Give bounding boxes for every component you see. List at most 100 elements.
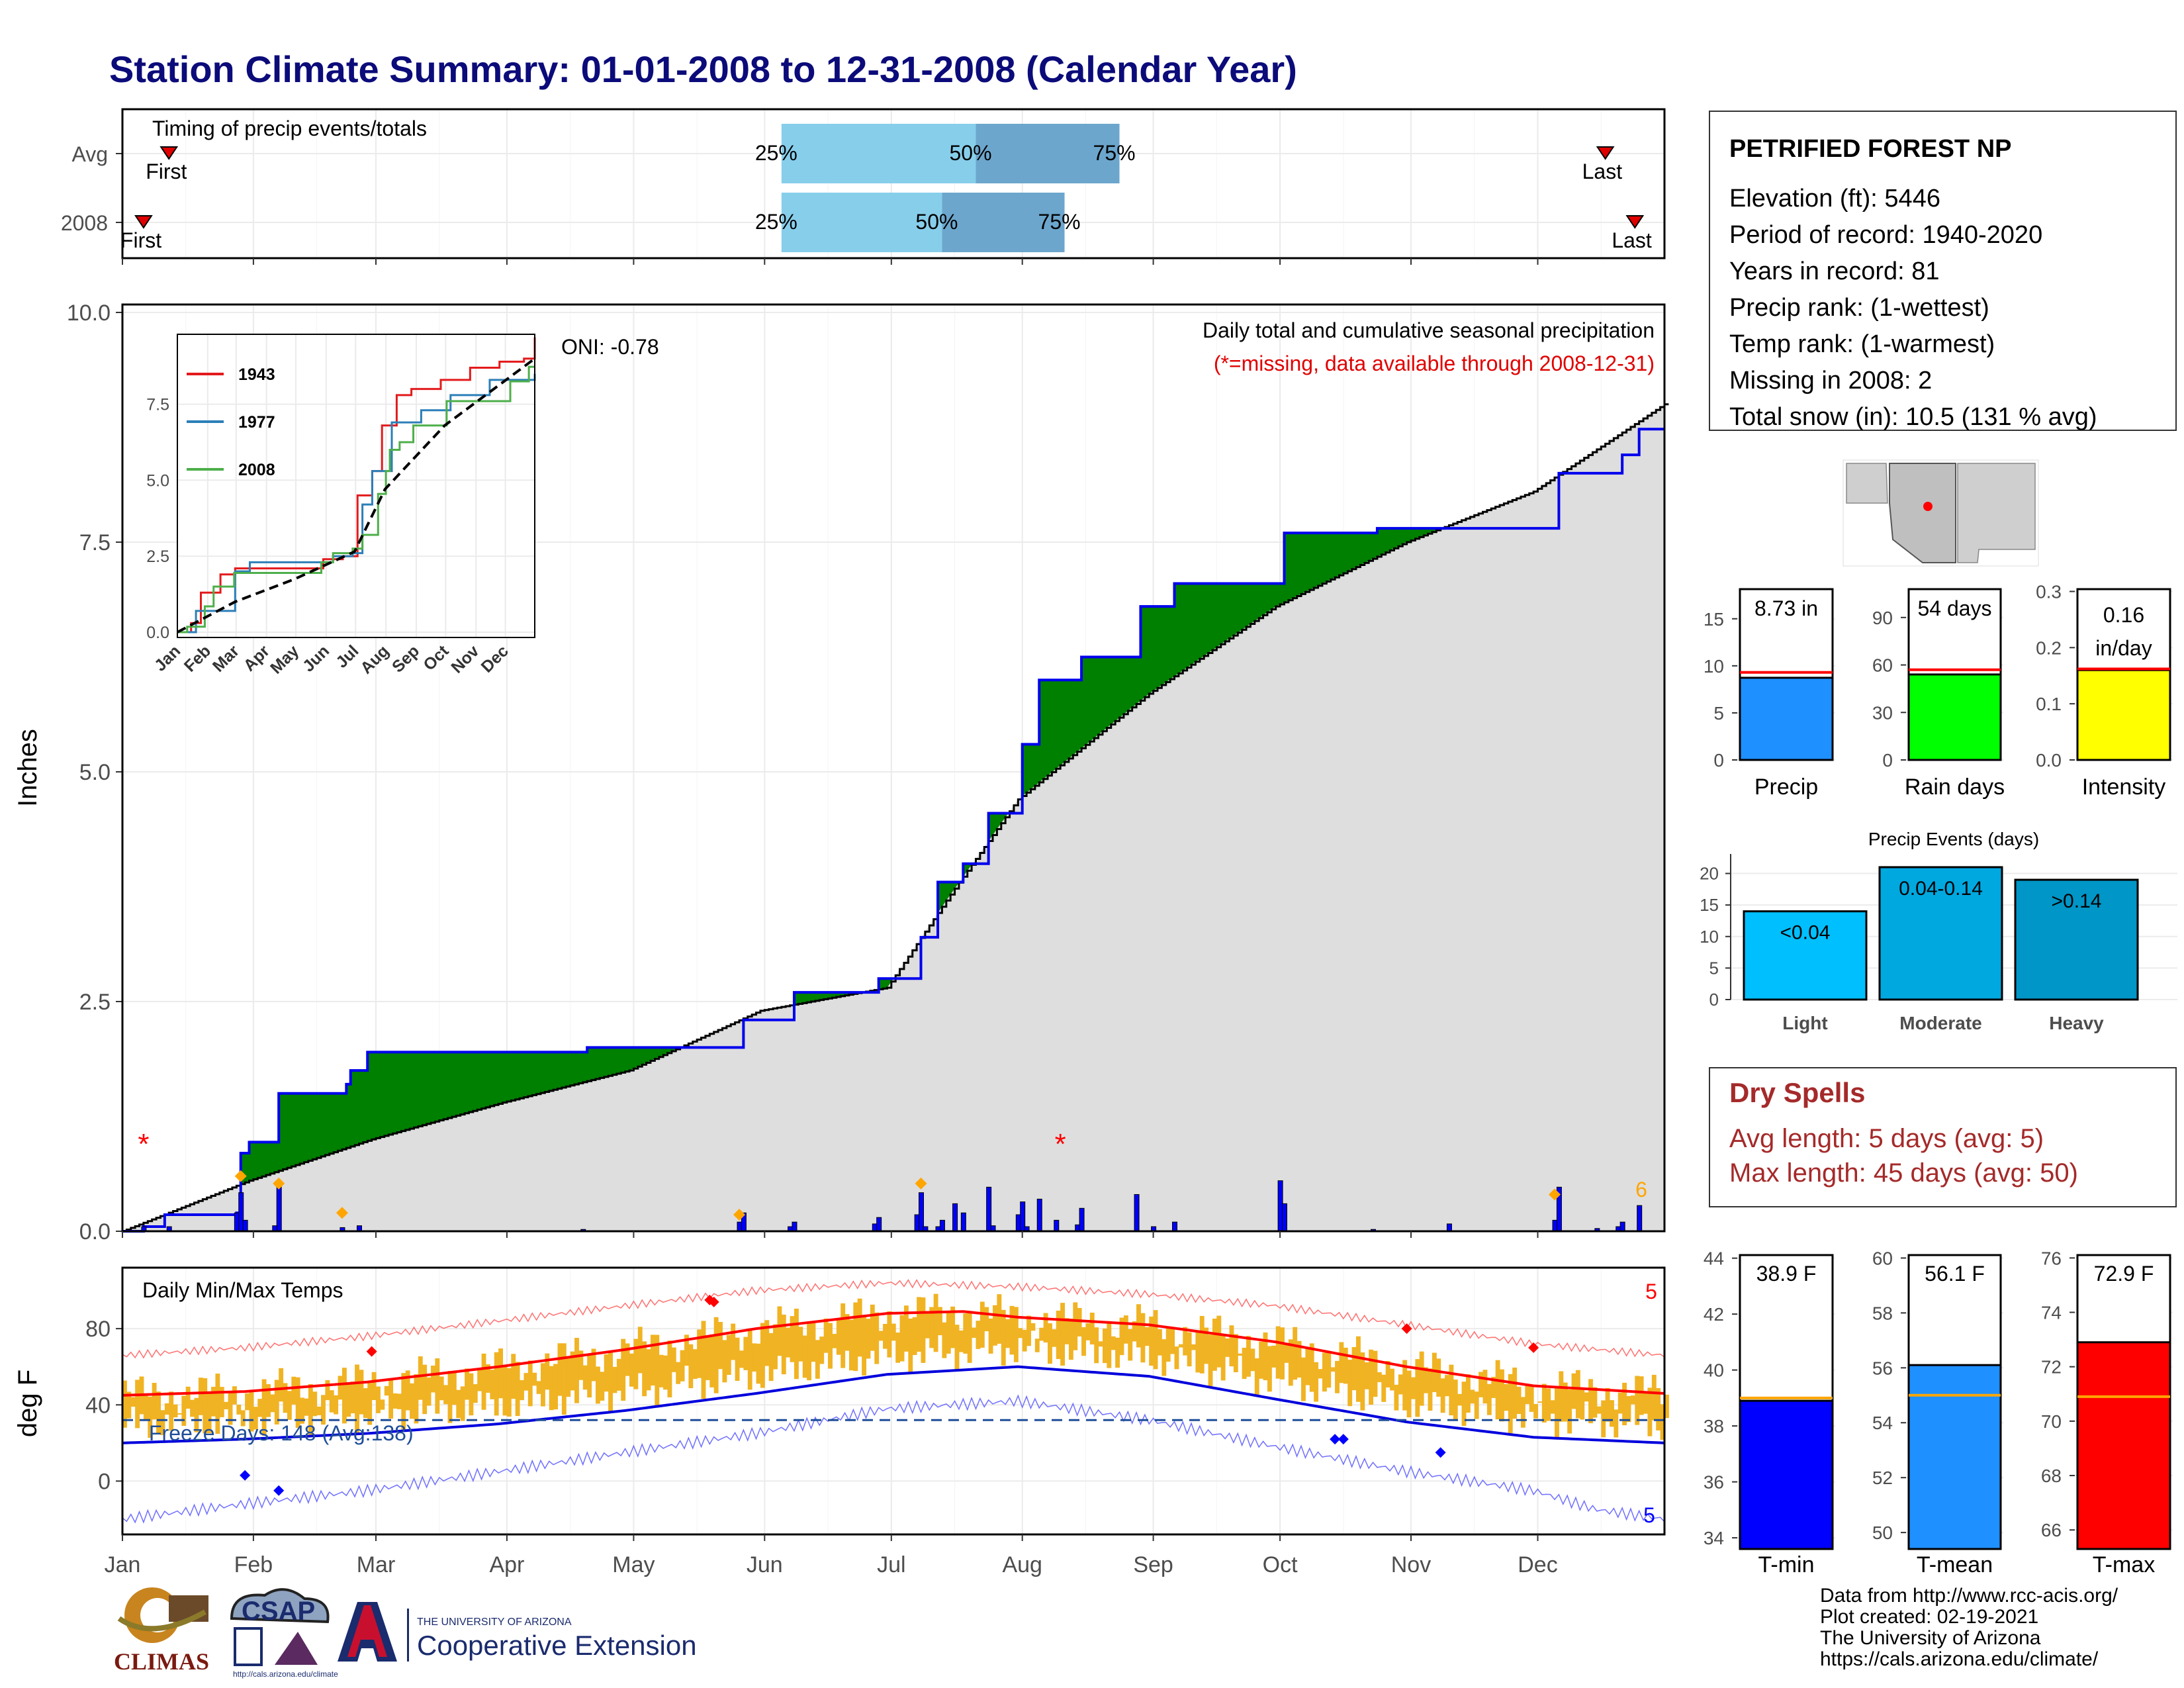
daily-temp-bar: [1119, 1317, 1124, 1356]
daily-temp-bar: [1470, 1389, 1475, 1404]
anomaly-fill: [1081, 657, 1087, 749]
daily-temp-bar: [1043, 1313, 1048, 1343]
temp-bar-value: [1739, 1399, 1834, 1550]
daily-temp-bar: [1356, 1336, 1361, 1402]
anomaly-fill: [1428, 528, 1433, 534]
daily-temp-bar: [625, 1343, 630, 1376]
anomaly-fill: [1288, 533, 1293, 600]
daily-temp-bar: [295, 1377, 300, 1428]
anomaly-fill: [1385, 528, 1390, 553]
daily-temp-bar: [219, 1387, 224, 1417]
daily-temp-bar: [346, 1382, 351, 1417]
location-map: [1843, 459, 2039, 567]
x-tick-label: Sep: [1133, 1552, 1173, 1577]
daily-temp-bar: [520, 1380, 524, 1401]
anomaly-fill: [1178, 583, 1183, 674]
daily-temp-bar: [1288, 1339, 1293, 1386]
daily-temp-bar: [667, 1340, 672, 1397]
daily-temp-bar: [1364, 1362, 1369, 1389]
anomaly-fill: [388, 1052, 394, 1135]
daily-temp-bar: [1610, 1400, 1614, 1427]
daily-temp-bar: [304, 1398, 309, 1416]
anomaly-fill: [392, 1052, 398, 1134]
daily-temp-bar: [1432, 1352, 1437, 1392]
y-tick-label: 0: [1709, 990, 1719, 1009]
anomaly-fill: [887, 978, 892, 988]
timing-panel-border: [121, 108, 1666, 259]
anomaly-fill: [443, 1052, 449, 1119]
daily-temp-bar: [1183, 1327, 1188, 1356]
anomaly-fill: [1077, 680, 1082, 752]
daily-temp-bar: [1140, 1313, 1146, 1363]
daily-temp-bar: [1123, 1315, 1128, 1344]
timing-p75-label: 75%: [1038, 210, 1081, 234]
daily-temp-bar: [130, 1397, 136, 1407]
credit-line: https://cals.arizona.edu/climate/: [1820, 1648, 2099, 1670]
station-name: PETRIFIED FOREST NP: [1729, 135, 2011, 163]
daily-temp-bar: [1512, 1367, 1518, 1419]
y-tick-label: 0.2: [2036, 637, 2062, 658]
daily-temp-bar: [1048, 1323, 1052, 1364]
daily-temp-bar: [549, 1366, 554, 1411]
daily-temp-bar: [418, 1356, 423, 1400]
daily-temp-bar: [126, 1391, 132, 1419]
anomaly-fill: [350, 1070, 355, 1147]
station-info-line: Missing in 2008: 2: [1729, 367, 1932, 395]
daily-temp-bar: [1077, 1307, 1082, 1336]
anomaly-fill: [249, 1142, 254, 1181]
summary-bar-value-text: 54 days: [1917, 596, 1991, 620]
anomaly-fill: [1424, 528, 1429, 536]
temp-bar-value-text: 38.9 F: [1756, 1262, 1817, 1286]
anomaly-fill: [1381, 528, 1387, 555]
average-max-line: [122, 1310, 1665, 1397]
daily-temp-bar: [384, 1385, 389, 1396]
anomaly-fill: [1410, 528, 1416, 541]
daily-temp-bar: [1596, 1406, 1602, 1414]
anomaly-fill: [642, 1047, 647, 1065]
daily-temp-bar: [621, 1338, 626, 1401]
daily-temp-bar: [465, 1368, 469, 1400]
daily-temp-bar: [401, 1373, 406, 1430]
daily-temp-bar: [341, 1368, 347, 1424]
daily-temp-bar: [1410, 1377, 1416, 1399]
daily-temp-bar: [1537, 1401, 1543, 1403]
daily-temp-bar: [574, 1338, 579, 1403]
daily-temp-bar: [1343, 1347, 1348, 1384]
daily-temp-bar: [1174, 1346, 1179, 1370]
daily-temp-bar: [515, 1362, 520, 1417]
anomaly-fill: [502, 1052, 508, 1103]
anomaly-fill: [1073, 680, 1078, 755]
anomaly-fill: [1263, 583, 1268, 616]
daily-temp-bar: [1030, 1323, 1036, 1331]
daily-temp-bar: [862, 1317, 867, 1376]
record-high-marker: [366, 1346, 377, 1357]
daily-temp-bar: [380, 1399, 385, 1410]
daily-temp-bar: [764, 1320, 770, 1366]
timing-bar-q1: [781, 193, 942, 252]
dry-spells-max: Max length: 45 days (avg: 50): [1729, 1158, 2078, 1188]
oni-label: ONI: -0.78: [561, 335, 659, 359]
event-bar-label: 0.04-0.14: [1899, 878, 1983, 900]
daily-temp-bar: [650, 1335, 655, 1386]
daily-temp-bar: [1132, 1321, 1137, 1342]
anomaly-fill: [1136, 657, 1142, 704]
anomaly-fill: [946, 882, 951, 901]
daily-temp-bar: [942, 1322, 947, 1358]
event-bar-label: <0.04: [1780, 922, 1831, 944]
anomaly-fill: [1305, 533, 1310, 592]
daily-precip-bar: [1079, 1207, 1085, 1232]
anomaly-fill: [308, 1093, 313, 1161]
daily-temp-bar: [802, 1335, 807, 1378]
temp-bar-label: T-mean: [1917, 1552, 1993, 1577]
daily-temp-bar: [895, 1333, 901, 1363]
anomaly-fill: [485, 1052, 490, 1107]
daily-temp-bar: [1390, 1368, 1394, 1391]
daily-temp-bar: [1394, 1384, 1399, 1411]
anomaly-fill: [1233, 583, 1238, 636]
daily-temp-bar: [1102, 1328, 1107, 1364]
last-event-label: Last: [1582, 160, 1623, 183]
daily-temp-bar: [578, 1350, 584, 1380]
daily-temp-bar: [1250, 1348, 1255, 1372]
first-event-marker: [134, 215, 153, 229]
anomaly-fill: [883, 978, 888, 989]
